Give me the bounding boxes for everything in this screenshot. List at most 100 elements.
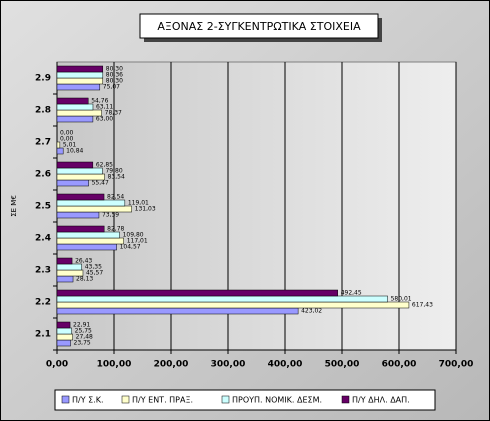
bar [56,307,299,315]
bar [56,147,64,155]
value-label: 617,43 [412,302,433,309]
value-label: 54,76 [91,98,108,105]
y-tick-label: 2.4 [35,234,51,244]
value-label: 79,80 [105,168,122,175]
value-label: 80,30 [106,66,123,73]
bar [56,295,388,303]
value-label: 43,35 [85,264,102,271]
bar [56,109,102,117]
value-label: 55,47 [92,180,109,187]
bar [56,173,105,181]
bar [56,179,89,187]
value-label: 5,01 [63,142,77,149]
bar [56,71,104,79]
legend-label: Π/Υ ΕΝΤ. ΠΡΑΞ. [132,396,193,405]
x-tick-label: 500,00 [325,360,360,370]
value-label: 63,11 [96,104,113,111]
y-tick-label: 2.9 [35,74,51,84]
y-tick-label: 2.7 [35,138,51,148]
value-label: 78,37 [105,110,122,117]
value-label: 83,54 [108,174,125,181]
value-label: 82,78 [107,226,124,233]
chart-title: ΑΞΟΝΑΣ 2-ΣΥΓΚΕΝΤΡΩΤΙΚΑ ΣΤΟΙΧΕΙΑ [157,20,361,33]
x-tick-label: 300,00 [211,360,246,370]
value-label: 73,59 [102,212,119,219]
value-label: 119,01 [128,200,149,207]
legend-swatch [121,395,130,404]
value-label: 109,80 [123,232,144,239]
x-tick-label: 0,00 [46,360,68,370]
y-tick-label: 2.2 [35,298,51,308]
y-tick-label: 2.3 [35,266,51,276]
x-tick-label: 200,00 [154,360,189,370]
bar [56,141,61,149]
bar [56,243,117,251]
y-tick-label: 2.8 [35,106,51,116]
title-box [139,13,379,39]
legend [54,389,436,411]
value-label: 63,00 [96,116,113,123]
value-label: 62,85 [96,162,113,169]
x-tick-label: 100,00 [97,360,132,370]
value-label: 580,01 [391,296,412,303]
bar [56,237,124,245]
value-label: 80,30 [106,78,123,85]
bar [56,167,103,175]
value-label: 27,48 [76,334,93,341]
value-label: 10,84 [66,148,83,155]
y-tick-label: 2.6 [35,170,51,180]
x-tick-label: 600,00 [382,360,417,370]
value-label: 492,45 [341,290,362,297]
bar [56,321,71,329]
value-label: 25,75 [75,328,92,335]
y-axis-title: ΣΕ Μ€ [10,195,18,217]
legend-label: ΠΡΟΥΠ. ΝΟΜΙΚ. ΔΕΣΜ. [232,396,322,405]
bar [56,269,84,277]
bar [56,275,74,283]
bar [56,225,105,233]
value-label: 423,02 [301,308,322,315]
bar [56,211,100,219]
bar [56,333,73,341]
bar [56,301,410,309]
legend-swatch [341,395,350,404]
bar [56,205,132,213]
bar [56,257,73,265]
bar [56,115,94,123]
bar [56,289,338,297]
y-tick-label: 2.1 [35,330,51,340]
bar [56,231,120,239]
bar [56,83,101,91]
value-label: 104,57 [120,244,141,251]
value-label: 131,03 [135,206,156,213]
bar [56,263,82,271]
x-tick-label: 400,00 [268,360,303,370]
y-tick-label: 2.5 [35,202,51,212]
bar [56,65,104,73]
value-label: 0,00 [60,130,74,137]
value-label: 75,07 [103,84,120,91]
bar [56,97,89,105]
value-label: 22,91 [73,322,90,329]
value-label: 23,75 [74,340,91,347]
value-label: 26,43 [75,258,92,265]
bar [56,77,104,85]
value-label: 45,57 [86,270,103,277]
legend-label: Π/Υ ΔΗΛ. ΔΑΠ. [352,396,410,405]
x-tick-label: 700,00 [439,360,474,370]
bar [56,327,72,335]
value-label: 82,54 [107,194,124,201]
value-label: 117,01 [127,238,148,245]
value-label: 0,00 [60,136,74,143]
legend-swatch [221,395,230,404]
bar [56,103,94,111]
bar [56,199,126,207]
value-label: 28,13 [76,276,93,283]
legend-label: Π/Υ Σ.Κ. [72,396,104,405]
legend-swatch [61,395,70,404]
bar [56,161,94,169]
value-label: 80,36 [106,72,123,79]
bar [56,339,71,347]
bar [56,193,105,201]
